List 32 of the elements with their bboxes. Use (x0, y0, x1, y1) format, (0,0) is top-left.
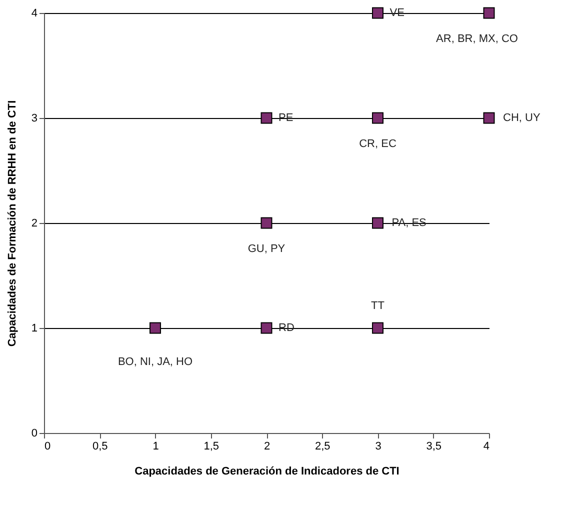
point (260, 217, 272, 229)
y-tick-label: 1 (31, 322, 38, 334)
x-tick-label: 0 (44, 440, 51, 452)
x-tick-label: 1 (152, 440, 159, 452)
y-tick-label: 0 (31, 428, 38, 440)
point (260, 112, 272, 124)
annotation: TT (371, 300, 385, 312)
point (372, 7, 384, 19)
x-tick-label: 4 (483, 440, 490, 452)
x-tick-label: 3 (375, 440, 382, 452)
annotation: GU, PY (248, 243, 286, 255)
annotation: CR, EC (359, 138, 396, 150)
annotation: BO, NI, JA, HO (118, 356, 193, 368)
point (372, 112, 384, 124)
point (260, 322, 272, 334)
x-tick-label: 2 (264, 440, 270, 452)
point (372, 217, 384, 229)
y-tick-label: 2 (31, 218, 38, 230)
y-tick-label: 3 (31, 112, 38, 124)
x-tick-label: 2,5 (314, 440, 330, 452)
x-tick-label: 0,5 (92, 440, 108, 452)
x-axis-title: Capacidades de Generación de Indicadores de CTI (134, 466, 400, 478)
x-tick-label: 3,5 (426, 440, 442, 452)
point (150, 322, 161, 334)
annotation: CH, UY (503, 112, 541, 124)
annotation: AR, BR, MX, CO (436, 33, 518, 45)
point (483, 7, 495, 19)
point (372, 322, 384, 334)
x-tick-label: 1,5 (204, 440, 220, 452)
point (483, 112, 495, 124)
y-tick-label: 4 (31, 8, 38, 20)
y-axis-title: Capacidades de Formación de RRHH en de CTI (6, 100, 18, 347)
